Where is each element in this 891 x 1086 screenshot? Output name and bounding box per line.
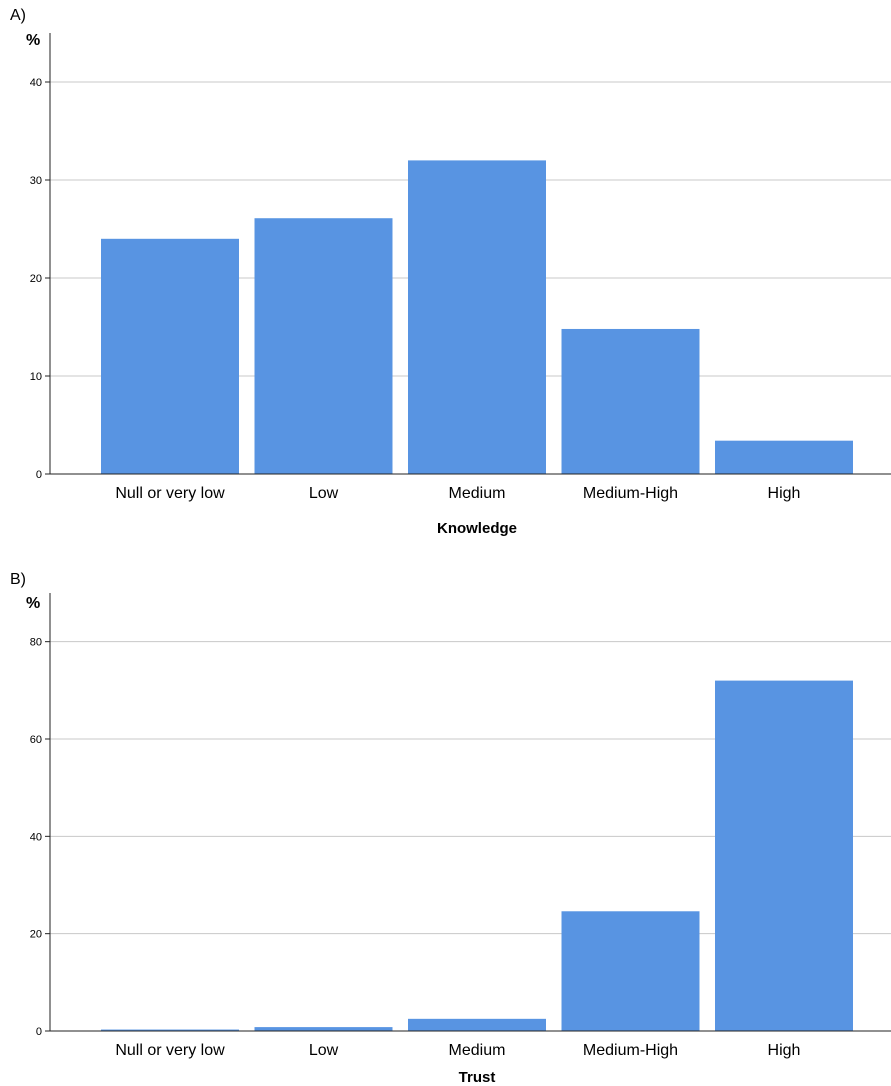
bar [101, 1029, 239, 1031]
y-tick-label: 20 [30, 273, 42, 285]
chart-panel-b: B)% 0 20 40 60 80 Null or very low Low Medium Med… [10, 571, 891, 1086]
x-axis-title: Trust [459, 1069, 496, 1086]
x-tick-label: Low [309, 1042, 339, 1059]
x-tick-label: Medium [449, 485, 506, 502]
x-tick-label: Medium [449, 1042, 506, 1059]
bar [408, 160, 546, 474]
bar [561, 911, 700, 1031]
x-tick-label: High [768, 485, 801, 502]
x-tick-label: High [768, 1042, 801, 1059]
y-tick-label: 60 [30, 734, 42, 746]
x-axis-title: Knowledge [437, 520, 517, 537]
y-axis-label: % [26, 595, 40, 612]
panel-label: B) [10, 571, 26, 588]
bar [101, 238, 239, 474]
y-tick-label: 0 [36, 469, 42, 481]
chart-panel-a: A)% 0 10 20 30 40 Null or very low Low Medium Med… [10, 7, 891, 537]
y-tick-label: 80 [30, 637, 42, 649]
y-tick-label: 30 [30, 175, 42, 187]
x-tick-label: Null or very low [115, 485, 225, 502]
x-tick-label: Null or very low [115, 1042, 225, 1059]
y-tick-label: 10 [30, 371, 42, 383]
x-tick-label: Low [309, 485, 339, 502]
bar [254, 1027, 393, 1031]
bar [408, 1018, 546, 1031]
y-tick-label: 0 [36, 1026, 42, 1038]
bar [254, 218, 393, 474]
x-tick-label: Medium-High [583, 485, 678, 502]
y-tick-label: 40 [30, 77, 42, 89]
y-axis-label: % [26, 32, 40, 49]
bar [715, 440, 853, 474]
y-tick-label: 20 [30, 929, 42, 941]
y-tick-label: 40 [30, 831, 42, 843]
panel-label: A) [10, 7, 26, 24]
x-tick-label: Medium-High [583, 1042, 678, 1059]
bar [715, 680, 853, 1031]
bar [561, 328, 700, 474]
